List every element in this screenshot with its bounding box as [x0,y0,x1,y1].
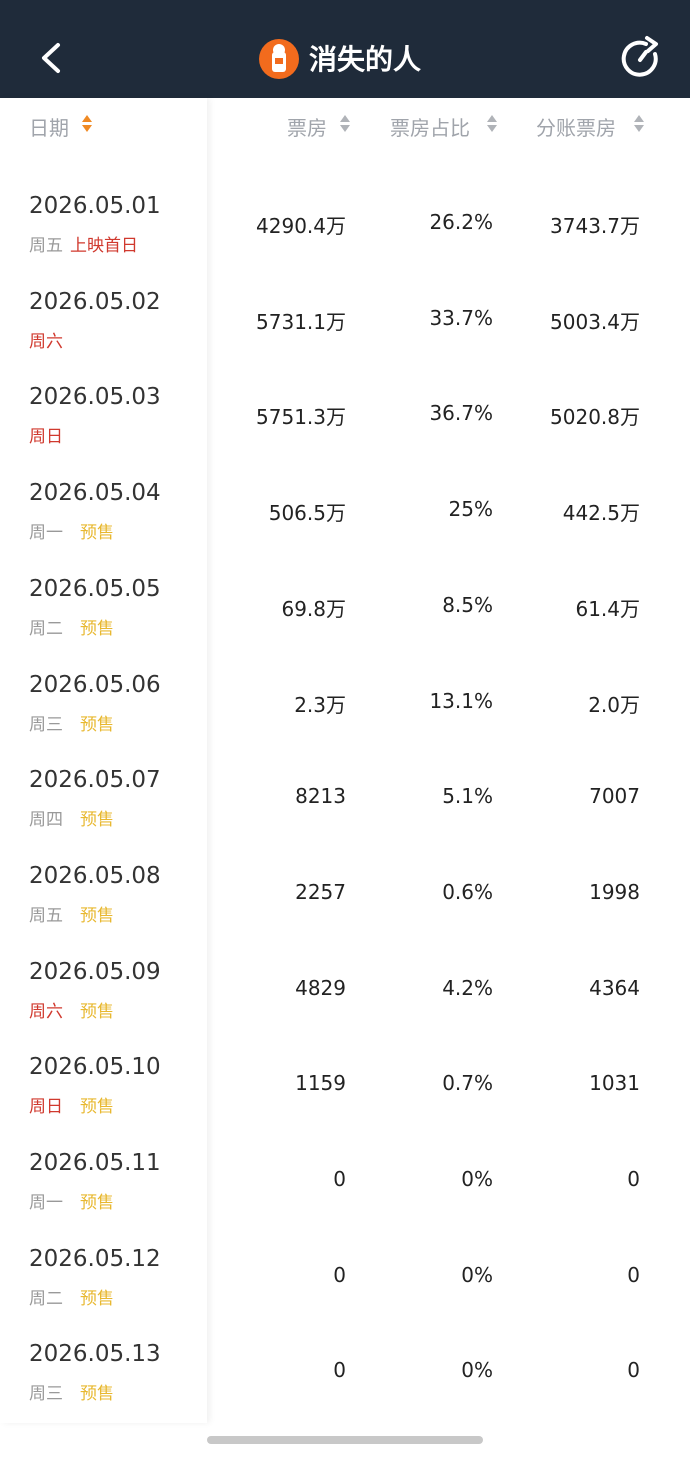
box-office: 0 [333,1167,346,1191]
date: 2026.05.02 [29,288,161,315]
status-tag: 预售 [80,1193,114,1213]
status-tag: 预售 [80,618,114,639]
status-tag: 预售 [80,523,114,544]
status-tag: 预售 [80,1001,114,1022]
date: 2026.05.06 [29,671,161,698]
box-office: 69.8万 [281,596,346,621]
box-office: 0 [333,1262,346,1287]
status-tag: 预售 [80,905,114,926]
date: 2026.05.10 [29,1054,161,1081]
date: 2026.05.01 [29,193,161,219]
date: 2026.05.04 [29,480,161,507]
split-box-office: 4364 [589,975,640,1000]
share: 8.5% [442,592,493,617]
weekday: 周四 [29,810,63,831]
box-office: 4829 [295,975,346,1000]
page-title: 消失的人 [309,43,422,76]
share: 25% [448,497,493,522]
box-office: 8213 [295,784,346,809]
box-office: 2257 [295,879,346,904]
weekday: 周一 [29,523,63,544]
share: 26.2% [429,210,493,234]
refresh-button[interactable] [621,36,658,77]
weekday: 周二 [29,618,63,639]
column-header[interactable]: 日期 [29,116,69,140]
date: 2026.05.13 [29,1341,161,1368]
split-box-office: 3743.7万 [550,214,640,238]
split-box-office: 2.0万 [588,692,640,717]
weekday: 周三 [29,1384,63,1405]
weekday: 周五 [29,236,63,256]
weekday: 周三 [29,714,63,735]
share: 0% [461,1358,493,1383]
split-box-office: 442.5万 [562,501,640,526]
box-office: 1159 [295,1071,346,1096]
status-tag: 预售 [80,1097,114,1118]
status-tag: 预售 [80,1384,114,1405]
status-tag: 预售 [80,1288,114,1309]
date: 2026.05.05 [29,575,161,602]
movie-logo [259,39,299,79]
split-box-office: 5020.8万 [550,405,640,430]
sort-icons [82,115,644,132]
share: 4.2% [442,975,493,1000]
header-icons [42,36,658,79]
share: 0.6% [442,879,493,904]
column-header[interactable]: 分账票房 [536,116,616,140]
share: 13.1% [429,688,493,713]
weekday: 周日 [29,1097,63,1118]
share: 0.7% [442,1071,493,1096]
split-box-office: 5003.4万 [550,309,640,334]
date: 2026.05.11 [29,1150,161,1176]
split-box-office: 0 [627,1358,640,1383]
weekday: 周六 [29,1001,63,1022]
date: 2026.05.09 [29,958,161,985]
status-tag: 上映首日 [70,236,138,256]
date: 2026.05.08 [29,862,161,889]
weekday: 周五 [29,905,63,926]
weekday: 周六 [29,331,63,352]
split-box-office: 1998 [589,879,640,904]
share: 5.1% [442,784,493,809]
column-header[interactable]: 票房占比 [390,116,470,140]
column-header[interactable]: 票房 [287,116,327,140]
split-box-office: 0 [627,1167,640,1191]
date: 2026.05.07 [29,767,161,794]
split-box-office: 7007 [589,784,640,809]
weekday: 周二 [29,1288,63,1309]
box-office: 4290.4万 [256,214,346,238]
weekday: 周一 [29,1193,63,1213]
status-tag: 预售 [80,714,114,735]
back-button[interactable] [42,43,60,73]
date: 2026.05.12 [29,1245,161,1272]
header-bar: 消失的人 [0,0,690,98]
box-office: 506.5万 [268,501,346,526]
box-office: 2.3万 [294,692,346,717]
date-column [0,98,207,1423]
share: 0% [461,1262,493,1287]
box-office: 5751.3万 [256,405,346,430]
split-box-office: 0 [627,1262,640,1287]
share: 33.7% [429,305,493,330]
home-indicator [207,1436,483,1444]
share: 36.7% [429,401,493,426]
box-office: 5731.1万 [256,309,346,334]
weekday: 周日 [29,427,63,448]
split-box-office: 61.4万 [575,596,640,621]
split-box-office: 1031 [589,1071,640,1096]
status-tag: 预售 [80,810,114,831]
share: 0% [461,1167,493,1191]
date: 2026.05.03 [29,384,161,411]
box-office: 0 [333,1358,346,1383]
